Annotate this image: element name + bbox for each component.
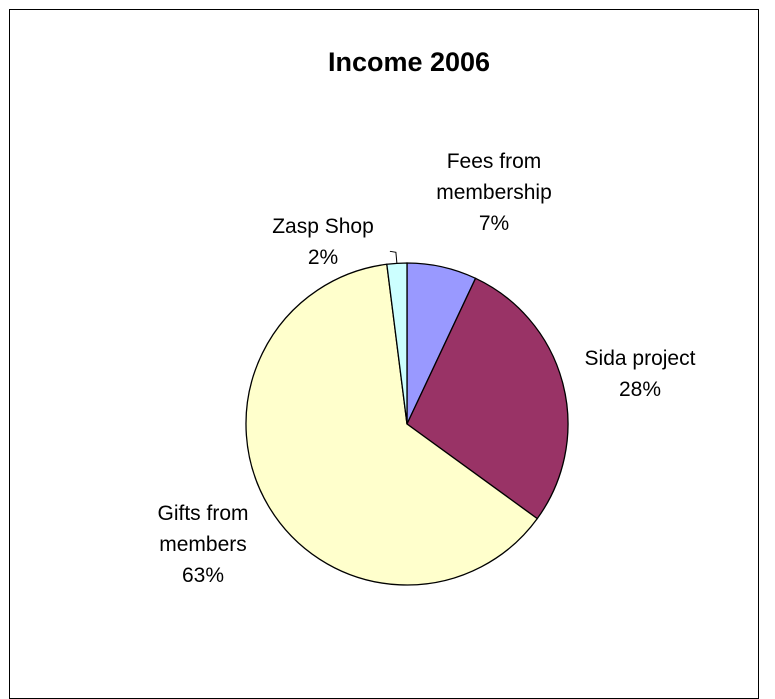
- label-line-fees-from-membership: membership: [436, 181, 552, 204]
- label-gifts-from-members: Gifts from members 63%: [157, 502, 248, 587]
- slice-sida-project: [406, 277, 569, 520]
- label-percent-gifts-from-members: 63%: [182, 564, 224, 587]
- label-fees-from-membership: Fees from membership 7%: [436, 150, 552, 235]
- label-percent-fees-from-membership: 7%: [479, 212, 509, 235]
- slices-layer: [245, 262, 569, 586]
- leader-line-zasp-shop: [389, 250, 398, 264]
- chart-frame: Income 2006 Fees from membership 7% Sida pr…: [9, 9, 759, 699]
- slice-gifts-from-members: [245, 263, 539, 586]
- slice-zasp-shop: [386, 262, 408, 425]
- pie-chart: Income 2006 Fees from membership 7% Sida pr…: [157, 47, 695, 587]
- label-percent-zasp-shop: 2%: [308, 246, 338, 269]
- labels-layer: Fees from membership 7% Sida project 28% Gift…: [157, 150, 695, 587]
- label-line-gifts-from-members: Gifts from: [157, 502, 248, 525]
- label-line-sida-project: Sida project: [585, 347, 696, 370]
- label-zasp-shop: Zasp Shop 2%: [272, 215, 374, 269]
- label-line-fees-from-membership: Fees from: [447, 150, 542, 173]
- label-line-zasp-shop: Zasp Shop: [272, 215, 374, 238]
- label-sida-project: Sida project 28%: [585, 347, 696, 401]
- chart-title: Income 2006: [328, 47, 490, 77]
- label-line-gifts-from-members: members: [159, 533, 247, 556]
- label-percent-sida-project: 28%: [619, 378, 661, 401]
